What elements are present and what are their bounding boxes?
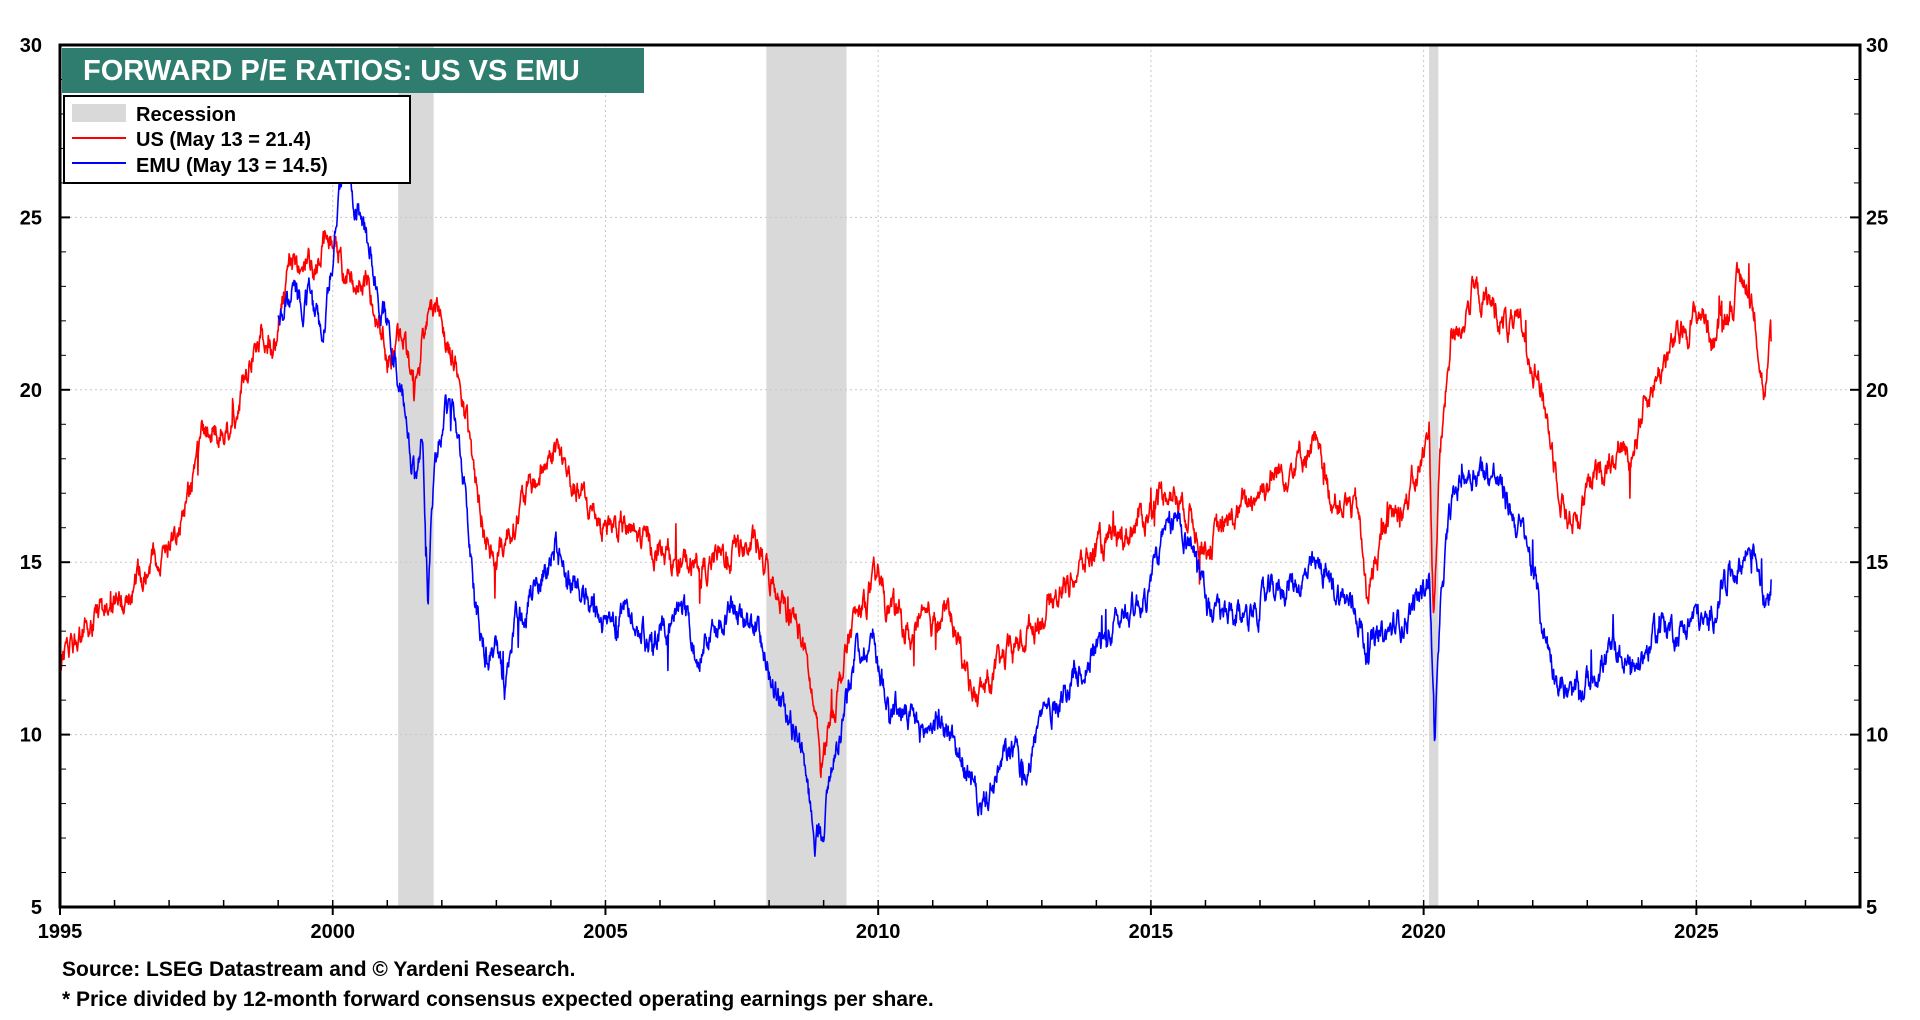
y-tick-label-left: 20 [20, 380, 42, 402]
series-lines [60, 151, 1772, 858]
legend-emu-label: EMU (May 13 = 14.5) [136, 155, 328, 177]
legend-us-label: US (May 13 = 21.4) [136, 129, 311, 151]
series-line-emu [277, 151, 1772, 858]
legend: Recession US (May 13 = 21.4) EMU (May 13… [63, 95, 411, 184]
y-tick-label-left: 10 [20, 725, 42, 747]
y-tick-label-left: 25 [20, 207, 42, 229]
y-tick-label-right: 20 [1866, 380, 1888, 402]
x-tick-label: 2015 [1129, 921, 1174, 943]
y-tick-label-right: 10 [1866, 725, 1888, 747]
y-tick-label-right: 30 [1866, 35, 1888, 57]
x-tick-label: 2000 [310, 921, 355, 943]
source-note: Source: LSEG Datastream and © Yardeni Re… [62, 958, 576, 981]
y-tick-label-right: 5 [1866, 897, 1877, 919]
chart-title-box: FORWARD P/E RATIOS: US VS EMU [62, 48, 644, 93]
chart-title: FORWARD P/E RATIOS: US VS EMU [83, 55, 580, 87]
legend-recession-swatch [72, 104, 126, 122]
plot-frame [58, 43, 1862, 909]
title-background [62, 48, 644, 93]
footnote: * Price divided by 12-month forward cons… [62, 988, 934, 1011]
recession-band [1429, 45, 1439, 907]
y-tick-label-left: 5 [31, 897, 42, 919]
x-tick-label: 2020 [1401, 921, 1446, 943]
y-tick-label-right: 25 [1866, 207, 1888, 229]
series-line-us [60, 230, 1772, 779]
y-tick-label-right: 15 [1866, 552, 1888, 574]
x-tick-label: 2025 [1674, 921, 1719, 943]
legend-recession-label: Recession [136, 104, 236, 126]
x-tick-label: 2005 [583, 921, 628, 943]
y-tick-label-left: 30 [20, 35, 42, 57]
x-tick-label: 2010 [856, 921, 901, 943]
y-tick-label-left: 15 [20, 552, 42, 574]
x-tick-label: 1995 [38, 921, 83, 943]
